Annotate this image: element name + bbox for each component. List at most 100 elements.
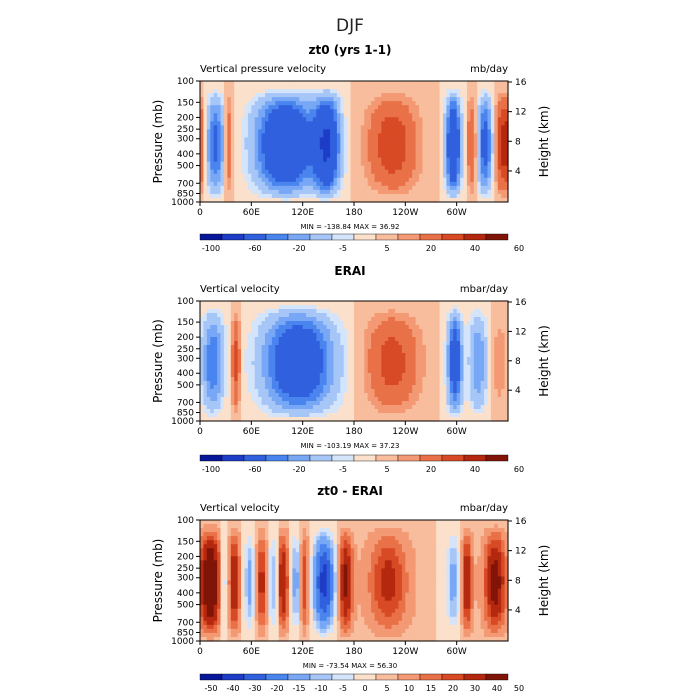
heatmap-cell [316,197,321,203]
heatmap-cell [336,149,341,155]
heatmap-cell [371,333,376,338]
heatmap-cell [439,389,444,394]
heatmap-cell [282,177,287,183]
heatmap-cell [278,101,283,106]
heatmap-cell [477,177,482,183]
heatmap-cell [388,345,393,350]
heatmap-cell [306,149,311,155]
heatmap-cell [371,141,376,147]
heatmap-cell [343,341,348,346]
heatmap-cell [357,161,362,167]
heatmap-cell [419,133,424,139]
heatmap-cell [405,109,410,114]
heatmap-cell [371,337,376,342]
heatmap-cell [319,181,324,187]
heatmap-cell [419,105,424,110]
heatmap-cell [347,177,352,183]
heatmap-cell [501,385,506,390]
heatmap-cell [449,149,454,155]
heatmap-cell [401,181,406,187]
heatmap-cell [415,329,420,334]
heatmap-cell [200,177,205,183]
heatmap-cell [343,149,348,155]
heatmap-cell [200,173,205,179]
heatmap-cell [398,101,403,106]
heatmap-cell [306,137,311,143]
heatmap-cell [408,157,413,163]
heatmap-cell [473,81,478,86]
heatmap-cell [367,141,372,147]
heatmap-cell [278,105,283,110]
heatmap-cell [398,317,403,322]
heatmap-cell [217,89,222,94]
heatmap-cell [254,125,259,130]
heatmap-cell [419,177,424,183]
heatmap-cell [230,321,235,326]
heatmap-cell [429,337,434,342]
heatmap-cell [330,365,335,370]
heatmap-cell [261,337,266,342]
heatmap-cell [371,321,376,326]
heatmap-cell [247,313,252,318]
heatmap-cell [288,361,293,366]
heatmap-cell [453,97,458,102]
heatmap-cell [268,97,273,102]
heatmap-cell [415,393,420,398]
heatmap-cell [463,325,468,330]
heatmap-cell [463,361,468,366]
heatmap-cell [203,105,208,110]
heatmap-cell [460,329,465,334]
heatmap-cell [415,349,420,354]
heatmap-cell [251,325,256,330]
heatmap-cell [203,313,208,318]
heatmap-cell [213,345,218,350]
heatmap-cell [220,369,225,374]
heatmap-cell [415,381,420,386]
heatmap-cell [271,317,276,322]
heatmap-cell [415,133,420,139]
heatmap-cell [210,373,215,378]
heatmap-cell [265,397,270,402]
heatmap-cell [275,357,280,362]
heatmap-cell [306,129,311,135]
heatmap-cell [306,321,311,326]
heatmap-cell [436,197,441,203]
heatmap-cell [302,85,307,90]
heatmap-cell [299,389,304,394]
heatmap-cell [422,385,427,390]
heatmap-cell [234,349,239,354]
heatmap-cell [200,389,205,394]
heatmap-cell [230,125,235,130]
heatmap-cell [497,157,502,163]
heatmap-cell [213,189,218,195]
heatmap-cell [501,369,506,374]
heatmap-cell [419,157,424,163]
heatmap-cell [449,353,454,358]
heatmap-cell [237,105,242,110]
heatmap-cell [415,169,420,175]
heatmap-cell [388,133,393,139]
heatmap-cell [220,361,225,366]
heatmap-cell [405,329,410,334]
heatmap-cell [484,305,489,310]
heatmap-cell [357,309,362,314]
heatmap-cell [323,317,328,322]
heatmap-cell [442,193,447,199]
heatmap-cell [429,97,434,102]
heatmap-cell [395,361,400,366]
heatmap-cell [292,369,297,374]
heatmap-cell [350,137,355,143]
heatmap-cell [217,357,222,362]
heatmap-cell [271,377,276,382]
heatmap-cell [203,121,208,126]
heatmap-cell [350,337,355,342]
heatmap-cell [316,89,321,94]
y-tick-label: 500 [177,162,194,172]
heatmap-cell [319,161,324,167]
heatmap-cell [292,137,297,143]
heatmap-cell [299,301,304,306]
heatmap-cell [336,325,341,330]
height-tick-label: 12 [515,108,526,118]
heatmap-cell [350,373,355,378]
heatmap-cell [340,141,345,147]
